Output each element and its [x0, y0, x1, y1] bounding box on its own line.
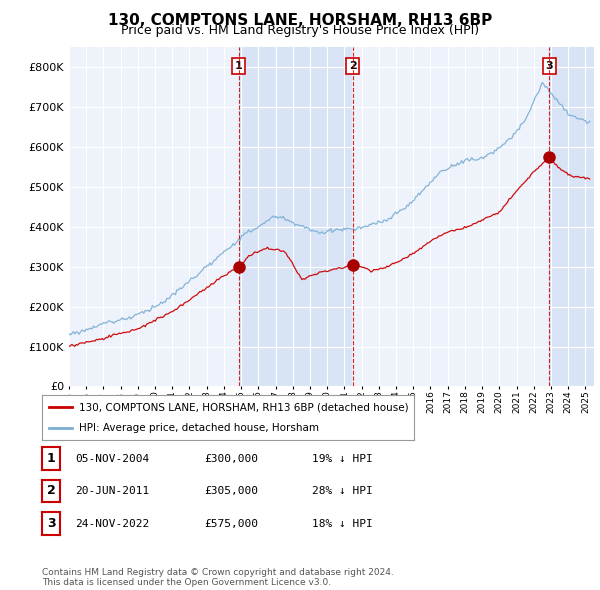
- Text: 3: 3: [47, 517, 55, 530]
- Bar: [549, 47, 594, 386]
- Text: 130, COMPTONS LANE, HORSHAM, RH13 6BP (detached house): 130, COMPTONS LANE, HORSHAM, RH13 6BP (d…: [79, 402, 409, 412]
- Text: £300,000: £300,000: [204, 454, 258, 464]
- Text: 28% ↓ HPI: 28% ↓ HPI: [312, 487, 373, 496]
- Text: Contains HM Land Registry data © Crown copyright and database right 2024.
This d: Contains HM Land Registry data © Crown c…: [42, 568, 394, 587]
- Text: 2: 2: [349, 61, 356, 71]
- Text: 19% ↓ HPI: 19% ↓ HPI: [312, 454, 373, 464]
- Text: £575,000: £575,000: [204, 519, 258, 529]
- Text: 130, COMPTONS LANE, HORSHAM, RH13 6BP: 130, COMPTONS LANE, HORSHAM, RH13 6BP: [108, 13, 492, 28]
- Text: 3: 3: [545, 61, 553, 71]
- Text: 18% ↓ HPI: 18% ↓ HPI: [312, 519, 373, 529]
- Text: 20-JUN-2011: 20-JUN-2011: [75, 487, 149, 496]
- Text: 24-NOV-2022: 24-NOV-2022: [75, 519, 149, 529]
- Text: 1: 1: [47, 452, 55, 465]
- Text: 05-NOV-2004: 05-NOV-2004: [75, 454, 149, 464]
- Bar: [239, 47, 352, 386]
- Text: £305,000: £305,000: [204, 487, 258, 496]
- Text: 2: 2: [47, 484, 55, 497]
- Text: Price paid vs. HM Land Registry's House Price Index (HPI): Price paid vs. HM Land Registry's House …: [121, 24, 479, 37]
- Text: 1: 1: [235, 61, 242, 71]
- Text: HPI: Average price, detached house, Horsham: HPI: Average price, detached house, Hors…: [79, 422, 319, 432]
